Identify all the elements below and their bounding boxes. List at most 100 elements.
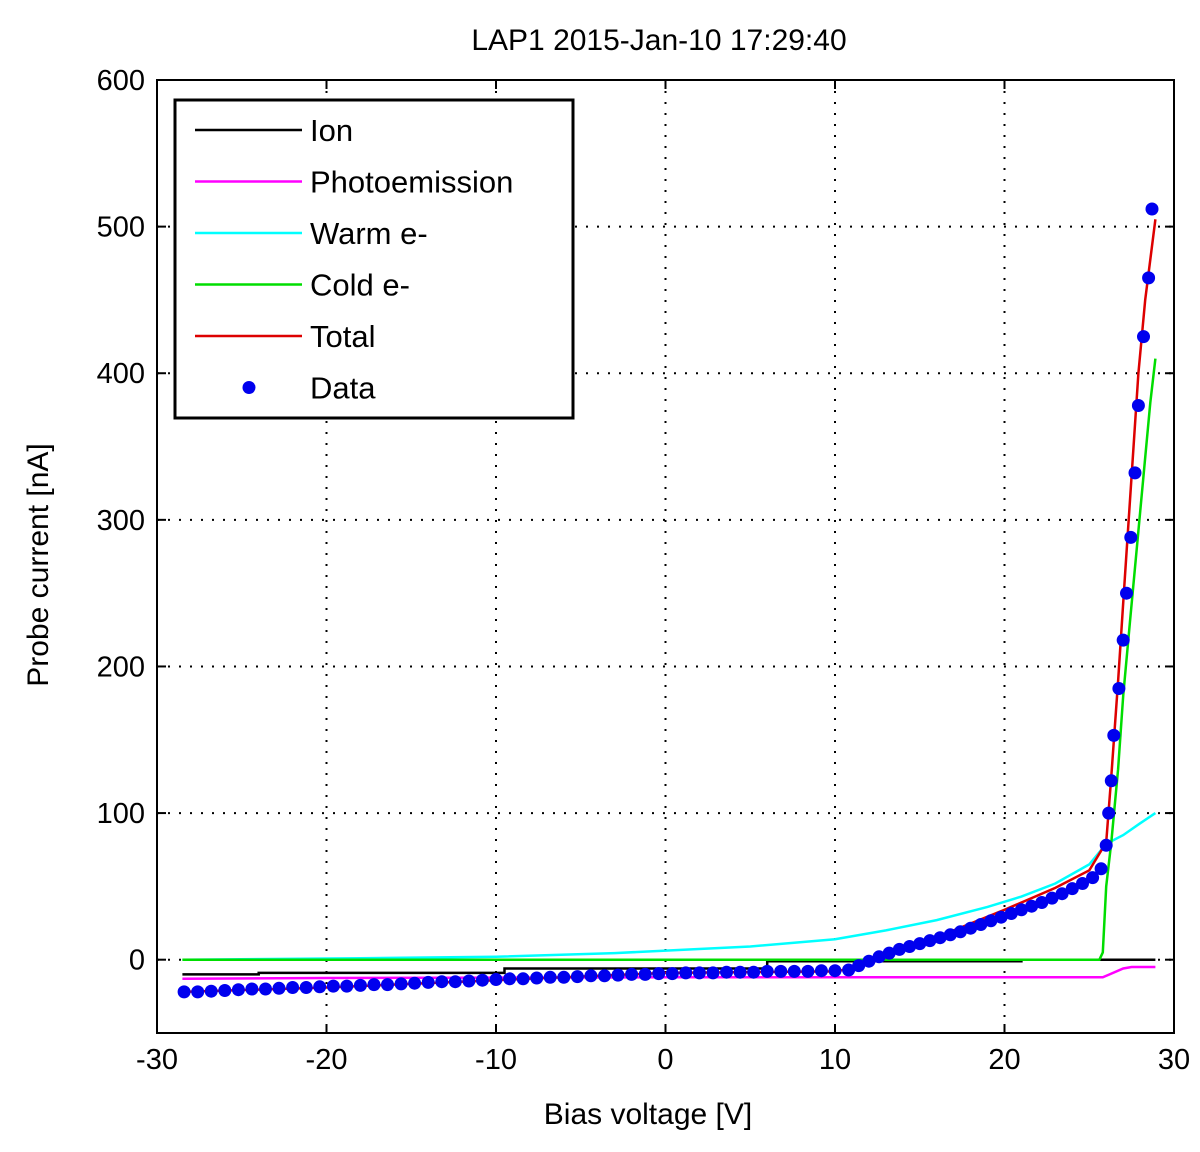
data-point bbox=[462, 974, 476, 988]
data-point bbox=[862, 954, 876, 968]
data-point bbox=[557, 970, 571, 984]
data-point bbox=[760, 964, 774, 978]
data-point bbox=[747, 965, 761, 979]
data-point bbox=[367, 978, 381, 992]
data-point bbox=[679, 966, 693, 980]
data-point bbox=[828, 964, 842, 978]
data-point bbox=[313, 980, 327, 994]
data-point bbox=[1055, 887, 1069, 901]
series-layer bbox=[177, 202, 1159, 999]
data-point bbox=[903, 940, 917, 953]
data-point bbox=[1086, 871, 1100, 885]
series-line-cold-e bbox=[182, 358, 1157, 961]
data-point bbox=[340, 979, 354, 993]
chart-title: LAP1 2015-Jan-10 17:29:40 bbox=[471, 24, 846, 57]
data-point bbox=[652, 967, 666, 981]
data-point bbox=[852, 959, 866, 973]
y-tick-label: 0 bbox=[129, 945, 145, 977]
data-point bbox=[584, 969, 598, 983]
data-point bbox=[923, 934, 937, 948]
y-tick-label: 100 bbox=[97, 798, 145, 830]
data-point bbox=[984, 914, 998, 928]
data-point bbox=[475, 973, 489, 987]
data-point bbox=[191, 985, 205, 999]
data-point bbox=[272, 981, 286, 995]
data-point bbox=[638, 967, 652, 981]
data-point bbox=[720, 965, 733, 979]
x-tick-label: 10 bbox=[819, 1044, 851, 1076]
data-point bbox=[1094, 862, 1108, 876]
data-point bbox=[1102, 806, 1116, 820]
data-point bbox=[1045, 891, 1059, 905]
data-point bbox=[516, 972, 530, 986]
y-tick-label: 600 bbox=[97, 65, 145, 97]
legend: Ion Photoemission Warm e- Cold e- Total Data bbox=[173, 98, 575, 420]
legend-label-cold-e: Cold e- bbox=[310, 268, 410, 303]
data-point bbox=[1014, 903, 1028, 917]
x-tick-label: -20 bbox=[306, 1044, 348, 1076]
data-point bbox=[733, 965, 747, 979]
data-point bbox=[787, 964, 801, 978]
x-axis-label: Bias voltage [V] bbox=[544, 1098, 752, 1131]
data-point bbox=[872, 950, 886, 964]
data-point bbox=[448, 975, 462, 989]
x-tick-label: 0 bbox=[657, 1044, 673, 1076]
data-point bbox=[204, 984, 218, 998]
data-point bbox=[706, 966, 720, 980]
data-point bbox=[1099, 838, 1113, 852]
legend-label-warm-e: Warm e- bbox=[310, 216, 428, 251]
data-point bbox=[1025, 899, 1039, 913]
data-point bbox=[882, 946, 896, 960]
data-point bbox=[570, 970, 584, 984]
data-point bbox=[259, 982, 272, 996]
data-point bbox=[1065, 882, 1079, 896]
data-point bbox=[489, 973, 503, 986]
legend-label-data: Data bbox=[310, 371, 376, 406]
x-tick-label: -10 bbox=[475, 1044, 517, 1076]
x-tick-label: 20 bbox=[988, 1044, 1020, 1076]
data-point bbox=[218, 984, 232, 997]
data-point bbox=[801, 964, 815, 978]
data-point bbox=[503, 972, 517, 986]
data-point bbox=[353, 978, 367, 992]
y-tick-label: 500 bbox=[97, 212, 145, 244]
series-markers-data bbox=[177, 202, 1159, 999]
legend-label-photoemission: Photoemission bbox=[310, 165, 513, 200]
data-point bbox=[1145, 202, 1159, 216]
plot-frame bbox=[156, 79, 1175, 1034]
data-point bbox=[245, 982, 259, 996]
data-point bbox=[842, 963, 856, 977]
data-point bbox=[1112, 682, 1126, 695]
data-point bbox=[598, 969, 611, 983]
data-point bbox=[177, 985, 191, 999]
data-point bbox=[1137, 330, 1150, 344]
x-tick-label: -30 bbox=[136, 1044, 178, 1076]
data-point bbox=[1035, 896, 1049, 909]
legend-label-total: Total bbox=[310, 319, 375, 354]
y-axis-label: Probe current [nA] bbox=[22, 443, 55, 686]
data-point bbox=[381, 978, 394, 992]
data-point bbox=[953, 925, 967, 939]
data-point bbox=[326, 979, 340, 993]
data-point bbox=[943, 928, 957, 942]
data-point bbox=[692, 966, 706, 980]
legend-items: Ion Photoemission Warm e- Cold e- Total Data bbox=[195, 113, 513, 406]
y-tick-label: 200 bbox=[97, 651, 145, 683]
data-point bbox=[933, 931, 947, 945]
data-point bbox=[774, 964, 788, 978]
data-point bbox=[1104, 774, 1118, 788]
data-point bbox=[394, 977, 408, 991]
data-point bbox=[1124, 530, 1138, 544]
data-point bbox=[1107, 728, 1121, 742]
data-point bbox=[994, 910, 1008, 924]
data-point bbox=[1120, 586, 1133, 600]
data-point bbox=[1142, 271, 1156, 285]
data-point bbox=[1131, 399, 1145, 412]
data-point bbox=[974, 918, 988, 931]
data-point bbox=[421, 975, 435, 989]
legend-box bbox=[173, 98, 575, 420]
data-point bbox=[543, 970, 557, 984]
data-point bbox=[1004, 907, 1018, 920]
